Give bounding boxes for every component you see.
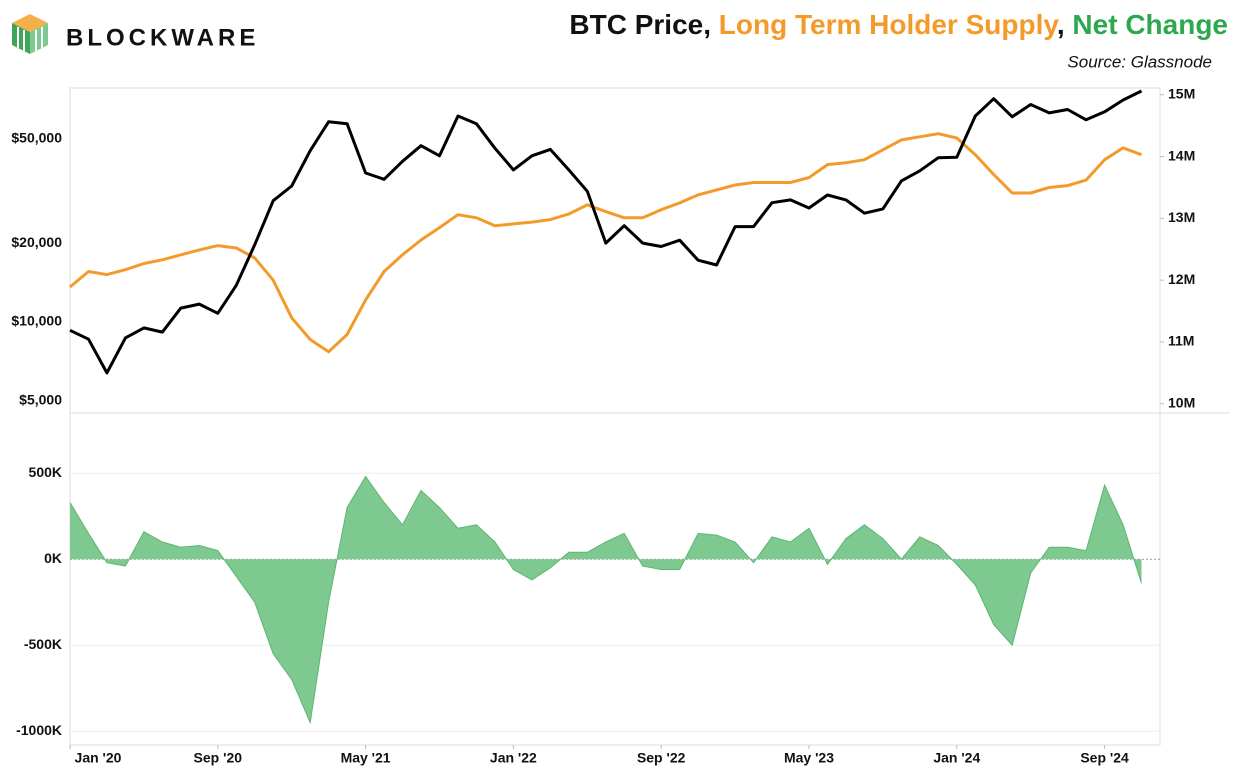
y2-tick-label: 15M (1168, 85, 1195, 101)
x-tick-label: Sep '22 (637, 750, 686, 766)
y-tick-label: $10,000 (11, 313, 62, 329)
area-line (69, 475, 1142, 725)
y2-tick-label: 12M (1168, 271, 1195, 287)
x-tick-label: Jan '22 (490, 750, 537, 766)
x-tick-label: Jan '24 (933, 750, 980, 766)
y-tick-label: $5,000 (19, 392, 62, 408)
y-tick-label: $50,000 (11, 129, 62, 145)
title-part: , (1057, 9, 1073, 40)
x-tick-label: Sep '24 (1080, 750, 1129, 766)
x-tick-label: Sep '20 (194, 750, 243, 766)
y2-tick-label: 10M (1168, 394, 1195, 410)
x-tick-label: May '21 (341, 750, 391, 766)
y-tick-label: $20,000 (11, 234, 62, 250)
x-tick-label: May '23 (784, 750, 834, 766)
area-fill (70, 476, 1142, 723)
title-part: BTC Price (569, 9, 703, 40)
series-line (69, 89, 1143, 375)
title-part: Long Term Holder Supply (719, 9, 1060, 40)
chart-title: BTC Price, Long Term Holder Supply, Net … (569, 9, 1228, 40)
y2-tick-label: 14M (1168, 147, 1195, 163)
logo-icon (12, 14, 48, 54)
title-part: , (703, 9, 719, 40)
logo-text: BLOCKWARE (66, 24, 259, 51)
y-tick-label: -500K (24, 636, 62, 652)
y2-tick-label: 11M (1168, 333, 1194, 349)
source: Source: Glassnode (1067, 52, 1212, 71)
y-tick-label: 500K (29, 464, 62, 480)
bottom-panel (69, 412, 1161, 746)
x-tick-label: Jan '20 (75, 750, 122, 766)
y-tick-label: 0K (44, 550, 62, 566)
title-part: Net Change (1072, 9, 1228, 40)
y2-tick-label: 13M (1168, 209, 1195, 225)
y-tick-label: -1000K (16, 722, 62, 738)
top-panel (69, 87, 1161, 414)
